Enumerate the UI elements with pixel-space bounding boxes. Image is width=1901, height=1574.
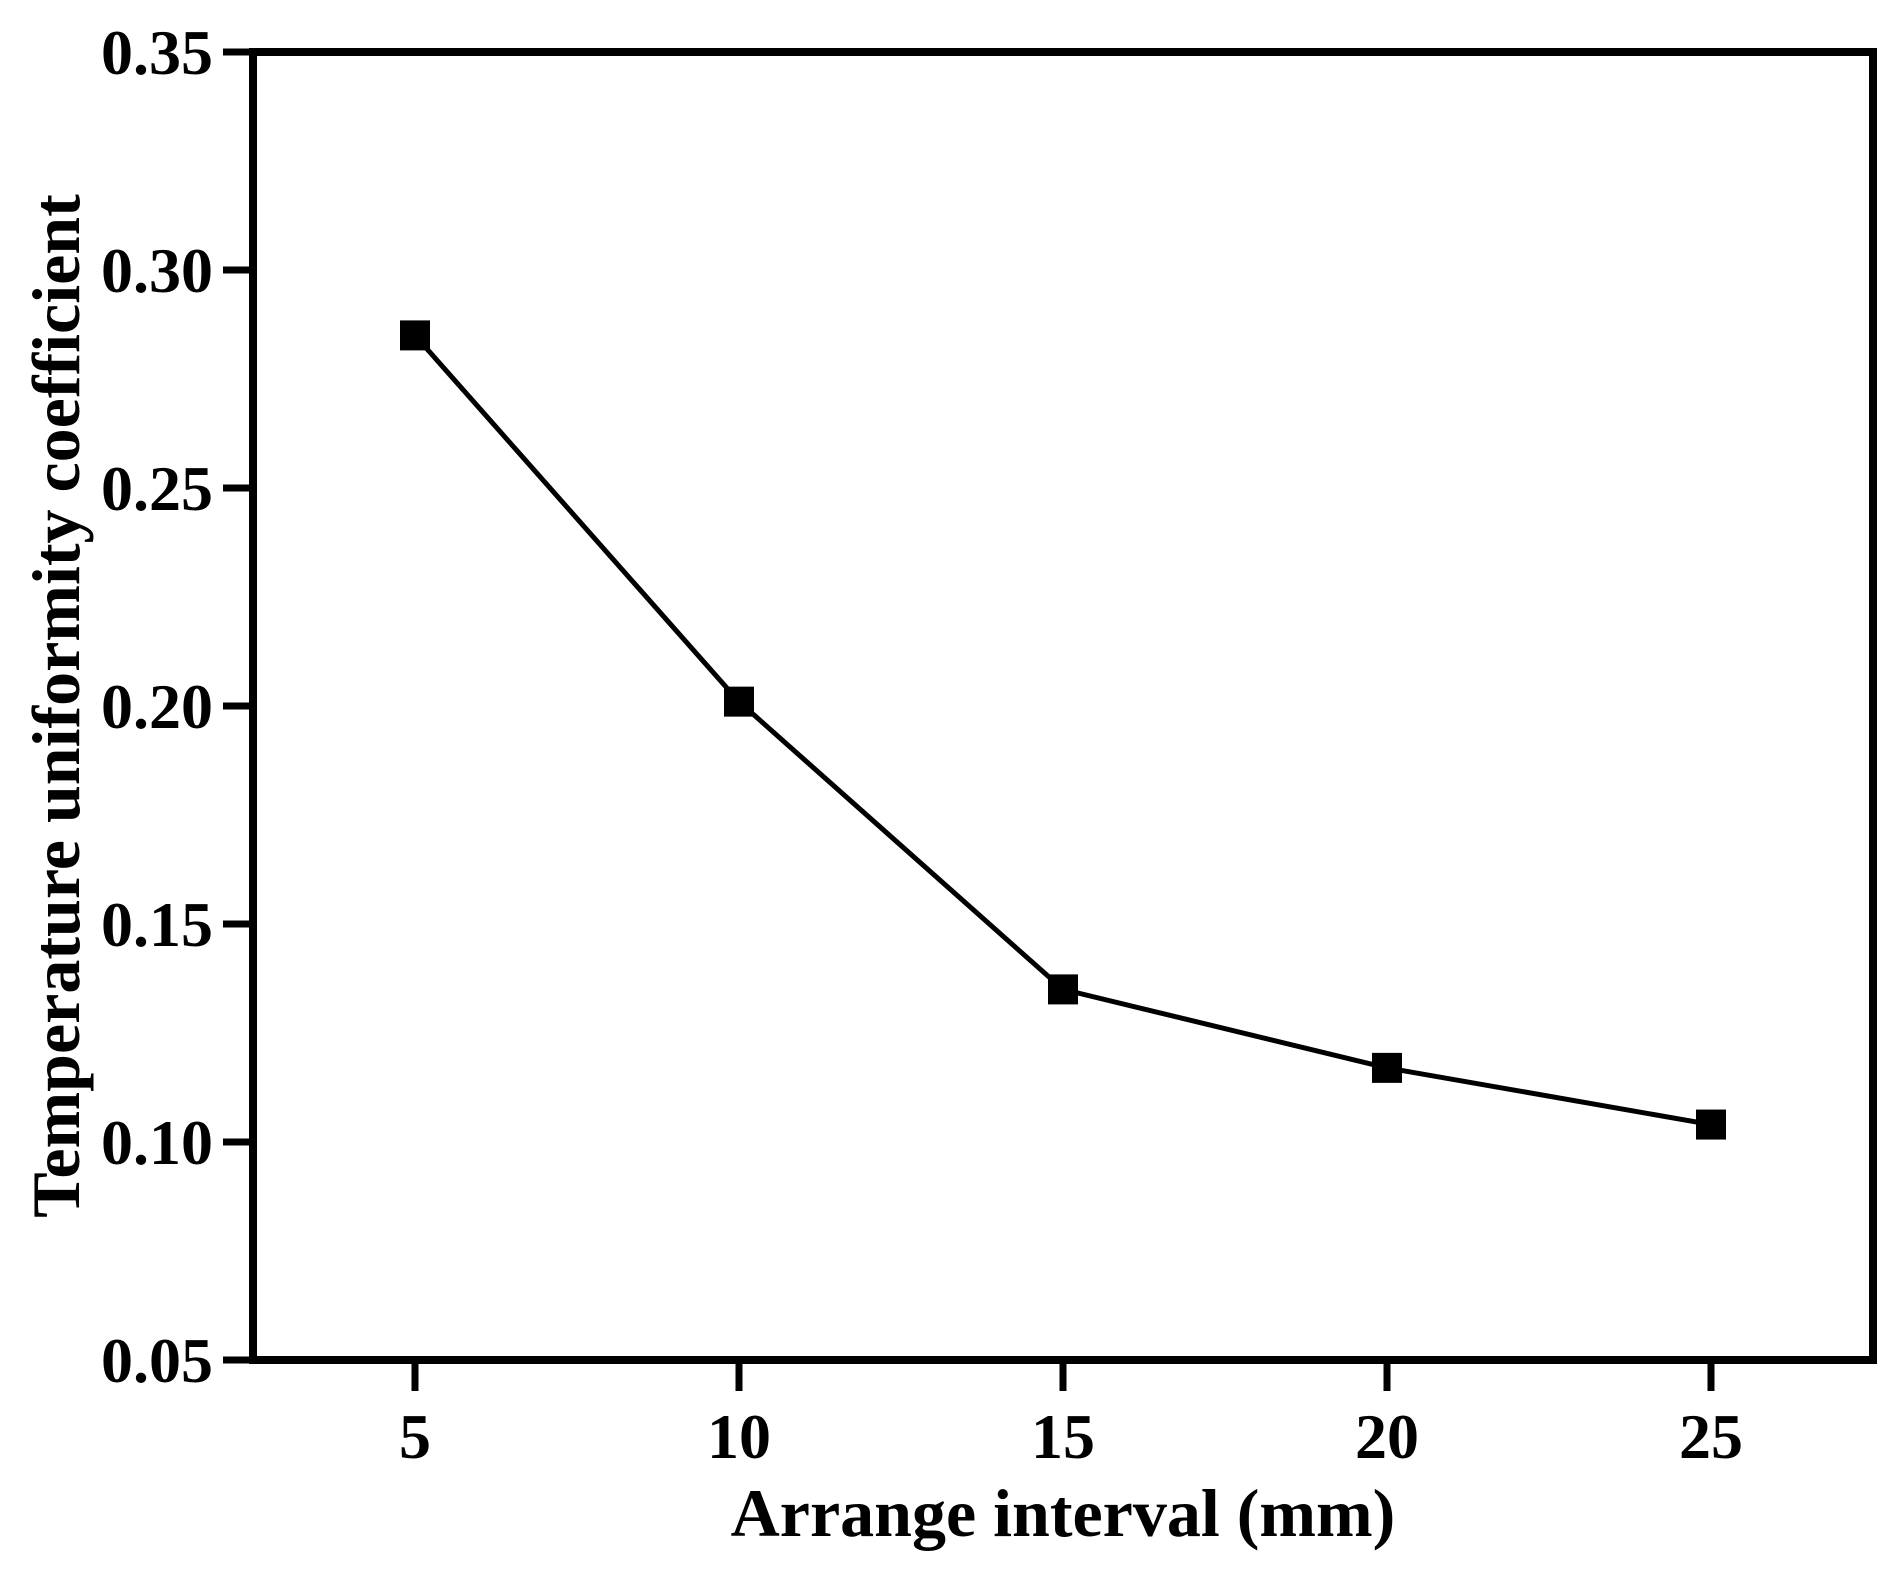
- data-point-marker: [400, 320, 430, 351]
- y-tick-label: 0.10: [101, 1107, 213, 1178]
- y-tick-label: 0.20: [101, 671, 213, 742]
- x-tick-label: 10: [707, 1401, 771, 1472]
- y-tick-label: 0.35: [101, 17, 213, 88]
- data-point-marker: [1048, 974, 1078, 1005]
- x-tick-label: 5: [399, 1401, 431, 1472]
- x-tick-label: 20: [1355, 1401, 1419, 1472]
- x-tick-label: 25: [1679, 1401, 1743, 1472]
- data-point-marker: [1372, 1052, 1402, 1083]
- x-tick-label: 15: [1031, 1401, 1095, 1472]
- data-line: [413, 333, 1712, 1128]
- plot-frame: [249, 48, 1877, 1364]
- data-point-marker: [724, 686, 754, 717]
- x-axis-label: Arrange interval (mm): [730, 1475, 1396, 1551]
- y-tick-label: 0.15: [101, 889, 213, 960]
- y-tick-label: 0.25: [101, 453, 213, 524]
- y-tick-label: 0.05: [101, 1325, 213, 1396]
- data-point-marker: [1696, 1109, 1726, 1140]
- y-axis-label: Temperature uniformity coefficient: [18, 194, 94, 1218]
- y-tick-label: 0.30: [101, 235, 213, 306]
